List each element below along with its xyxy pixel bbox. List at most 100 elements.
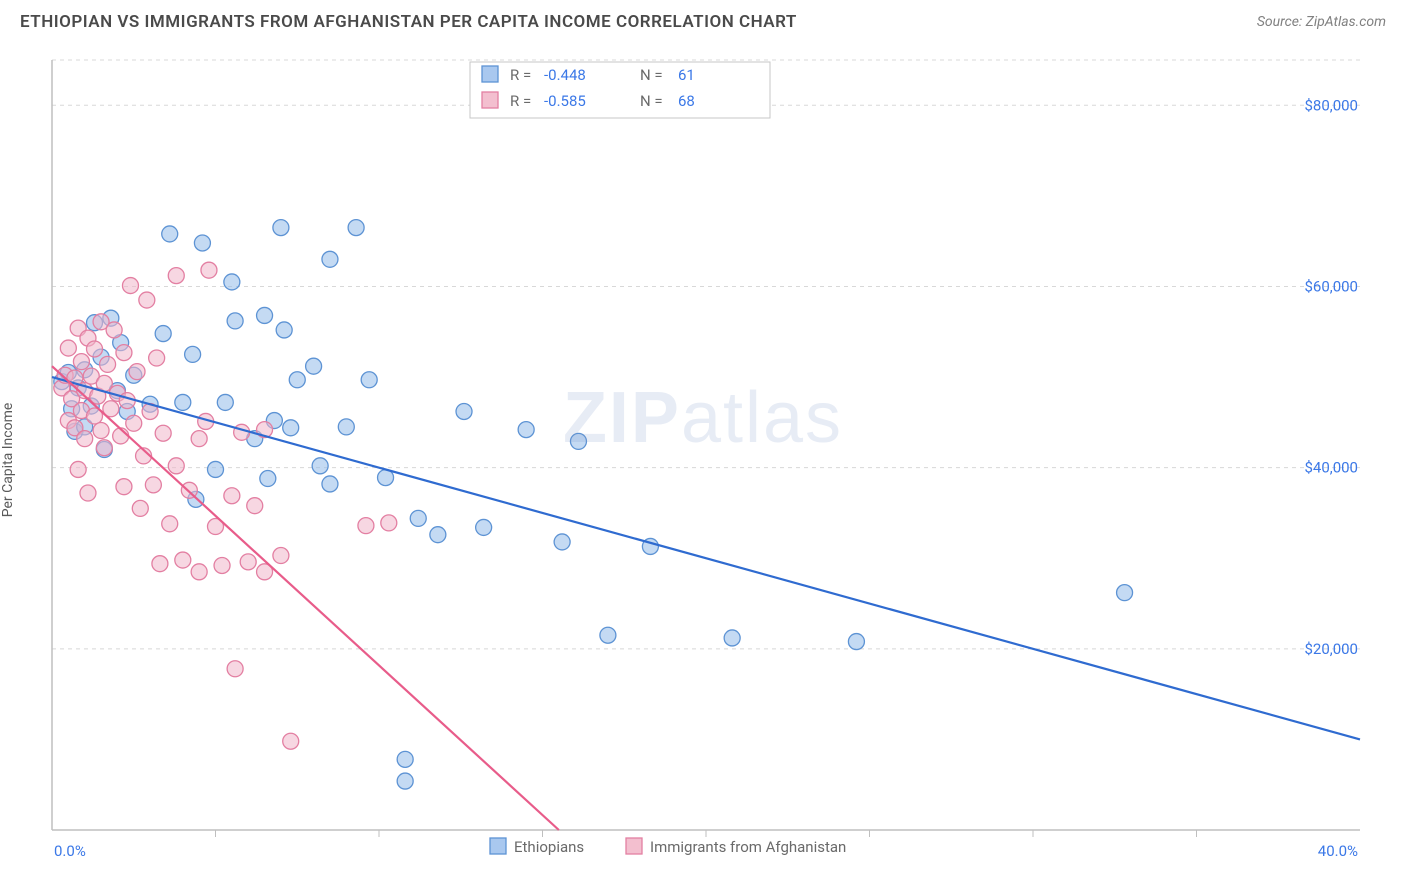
data-point [155,326,171,342]
data-point [162,226,178,242]
data-point [289,372,305,388]
x-label-right: 40.0% [1318,842,1358,860]
data-point [168,268,184,284]
data-point [132,500,148,516]
data-point [1117,585,1133,601]
n-label: N = [640,92,663,110]
data-point [358,518,374,534]
scatter-chart: $20,000 $40,000 $60,000 $80,000 0.0% 40.0% R =… [0,40,1406,880]
data-point [191,564,207,580]
data-point [139,292,155,308]
data-point [149,350,165,366]
y-tick-label: $40,000 [1304,459,1358,477]
y-tick-label: $20,000 [1304,640,1358,658]
data-point [600,627,616,643]
data-point [194,235,210,251]
data-point [73,354,89,370]
data-point [100,356,116,372]
chart-container: Per Capita Income ZIPatlas $20,000$40,00… [0,40,1406,880]
n-label: N = [640,66,663,84]
data-point [724,630,740,646]
data-point [234,424,250,440]
data-point [162,516,178,532]
data-point [283,420,299,436]
data-point [247,498,263,514]
y-axis-label: Per Capita Income [0,403,16,518]
data-point [191,431,207,447]
y-tick-label: $60,000 [1304,277,1358,295]
data-point [208,461,224,477]
data-point [87,341,103,357]
r-value: -0.448 [544,66,586,84]
data-point [430,527,446,543]
data-point [276,322,292,338]
data-point [456,403,472,419]
source-label: Source: ZipAtlas.com [1257,14,1386,30]
data-point [518,422,534,438]
data-point [227,313,243,329]
legend-label: Immigrants from Afghanistan [650,838,846,856]
data-point [273,220,289,236]
data-point [122,278,138,294]
trend-line [52,366,559,830]
data-point [554,534,570,550]
data-point [70,461,86,477]
data-point [93,423,109,439]
r-value: -0.585 [544,92,586,110]
data-point [214,557,230,573]
data-point [80,485,96,501]
data-point [257,307,273,323]
data-point [96,440,112,456]
legend-swatch [482,92,498,108]
data-point [306,358,322,374]
data-point [848,634,864,650]
data-point [77,431,93,447]
legend-swatch [626,838,642,854]
data-point [152,556,168,572]
n-value: 68 [678,92,695,110]
data-point [224,274,240,290]
legend-swatch [482,66,498,82]
data-point [381,515,397,531]
x-label-left: 0.0% [54,842,86,860]
data-point [155,425,171,441]
data-point [201,262,217,278]
data-point [60,340,76,356]
data-point [570,433,586,449]
r-label: R = [510,66,531,84]
data-point [260,471,276,487]
data-point [185,346,201,362]
data-point [273,548,289,564]
data-point [116,345,132,361]
y-tick-label: $80,000 [1304,96,1358,114]
data-point [175,394,191,410]
data-point [129,364,145,380]
r-label: R = [510,92,531,110]
data-point [410,510,426,526]
data-point [145,477,161,493]
data-point [312,458,328,474]
data-point [397,773,413,789]
data-point [227,661,243,677]
data-point [175,552,191,568]
data-point [283,733,299,749]
legend-label: Ethiopians [514,838,584,856]
data-point [338,419,354,435]
data-point [322,476,338,492]
legend-swatch [490,838,506,854]
data-point [240,554,256,570]
data-point [116,479,132,495]
data-point [224,488,240,504]
data-point [217,394,233,410]
data-point [397,751,413,767]
data-point [168,458,184,474]
data-point [361,372,377,388]
chart-header: ETHIOPIAN VS IMMIGRANTS FROM AFGHANISTAN… [0,0,1406,40]
data-point [119,393,135,409]
data-point [476,519,492,535]
data-point [126,415,142,431]
data-point [322,251,338,267]
data-point [348,220,364,236]
n-value: 61 [678,66,695,84]
chart-title: ETHIOPIAN VS IMMIGRANTS FROM AFGHANISTAN… [20,12,797,32]
